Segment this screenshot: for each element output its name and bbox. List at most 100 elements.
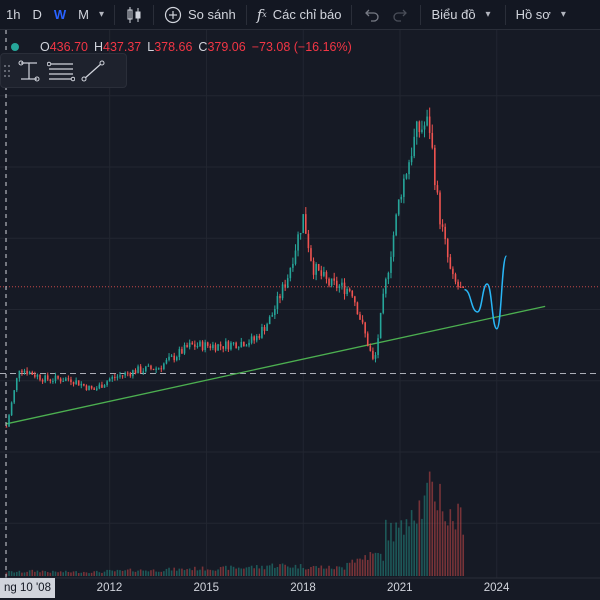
profile-dropdown[interactable]: Hồ sơ ▾ — [512, 0, 574, 29]
volume-bar — [245, 567, 248, 576]
x-axis-tick-label: 2024 — [483, 582, 510, 594]
volume-bar — [261, 565, 263, 576]
candle-body — [83, 383, 85, 386]
candle-body — [284, 284, 286, 288]
candle-body — [163, 363, 165, 369]
volume-bar — [408, 526, 410, 576]
candle-body — [160, 368, 163, 370]
redo-icon[interactable] — [386, 0, 414, 29]
volume-bar — [286, 566, 289, 576]
candle-body — [31, 371, 34, 375]
status-dot-icon — [10, 42, 20, 52]
candlestick-icon[interactable] — [121, 0, 147, 29]
interval-d[interactable]: D — [32, 7, 42, 22]
candle-body — [271, 315, 274, 317]
volume-bar — [354, 562, 356, 576]
candle-body — [209, 345, 212, 349]
candle-body — [369, 346, 372, 351]
candle-body — [59, 378, 62, 382]
candle-body — [418, 121, 421, 133]
candle-body — [206, 342, 209, 346]
candle-body — [454, 274, 457, 282]
volume-bar — [374, 552, 377, 576]
drag-handle-icon[interactable] — [1, 56, 13, 86]
candle-body — [181, 349, 183, 354]
candle-body — [36, 374, 39, 377]
volume-bar — [80, 572, 83, 576]
toolbar-divider — [114, 4, 116, 25]
open-label: O — [40, 40, 50, 54]
candle-body — [400, 196, 403, 200]
volume-bar — [36, 570, 39, 576]
candle-body — [397, 199, 400, 215]
compare-label: So sánh — [188, 7, 236, 22]
text-tool-icon[interactable] — [13, 56, 45, 86]
volume-bar — [299, 564, 302, 576]
volume-bar — [415, 523, 418, 576]
candle-body — [62, 380, 65, 382]
volume-bar — [101, 572, 103, 576]
candle-body — [168, 356, 170, 360]
volume-bar — [134, 571, 137, 576]
candle-body — [250, 336, 253, 343]
volume-bar — [364, 555, 366, 576]
candle-body — [245, 345, 248, 347]
candle-body — [379, 312, 382, 339]
interval-m[interactable]: M — [78, 7, 89, 22]
volume-bar — [279, 564, 281, 576]
volume-bar — [403, 534, 405, 576]
volume-bar — [34, 571, 36, 576]
candle-body — [126, 372, 129, 374]
candle-body — [413, 136, 415, 157]
candle-body — [307, 233, 310, 249]
volume-bar — [98, 572, 101, 576]
volume-bar — [194, 566, 196, 576]
volume-bar — [186, 569, 188, 576]
undo-icon[interactable] — [358, 0, 386, 29]
trend-line-icon[interactable] — [77, 56, 109, 86]
ohlc-legend: O436.70 H437.37 L378.66 C379.06 −73.08 (… — [10, 40, 352, 54]
interval-w[interactable]: W — [53, 7, 67, 22]
candle-body — [462, 287, 465, 289]
volume-bar — [418, 500, 421, 576]
candle-body — [343, 282, 346, 294]
interval-1h[interactable]: 1h — [6, 7, 21, 22]
candle-body — [46, 375, 49, 380]
candle-body — [13, 390, 15, 403]
candle-body — [116, 376, 119, 378]
candle-body — [157, 368, 160, 370]
candle-body — [108, 378, 111, 382]
horizontal-lines-icon[interactable] — [45, 56, 77, 86]
volume-bar — [212, 570, 214, 576]
candle-body — [124, 372, 126, 376]
chart-type-dropdown[interactable]: Biểu đồ ▾ — [427, 0, 498, 29]
toolbar-divider — [245, 4, 247, 25]
candle-body — [119, 375, 121, 377]
candle-body — [212, 344, 214, 349]
toolbar-divider — [420, 4, 422, 25]
volume-bar — [181, 568, 183, 576]
volume-bar — [121, 570, 124, 576]
volume-bar — [28, 570, 31, 576]
candle-body — [106, 381, 108, 386]
chevron-down-icon[interactable]: ▾ — [98, 9, 105, 20]
candle-body — [77, 380, 80, 386]
candle-body — [444, 226, 446, 240]
close-value: 379.06 — [207, 40, 246, 54]
candle-body — [315, 264, 317, 275]
candle-body — [294, 250, 297, 264]
candle-body — [194, 344, 196, 347]
candle-body — [178, 349, 181, 358]
volume-bar — [85, 572, 88, 576]
candle-body — [335, 280, 338, 289]
candle-body — [392, 235, 395, 257]
volume-bar — [57, 572, 59, 576]
volume-bar — [111, 570, 114, 576]
candle-body — [101, 384, 103, 388]
price-chart[interactable] — [0, 30, 600, 600]
candle-body — [134, 370, 137, 374]
compare-button[interactable]: So sánh — [160, 0, 240, 29]
candle-body — [21, 370, 23, 373]
